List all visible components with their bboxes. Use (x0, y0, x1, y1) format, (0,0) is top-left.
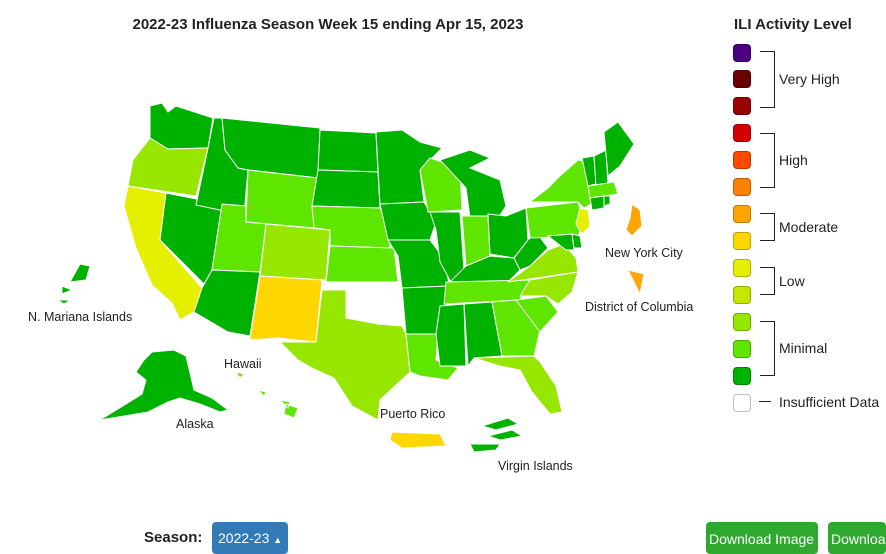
legend-swatch-level-6 (733, 232, 751, 250)
label-virgin-islands: Virgin Islands (498, 459, 573, 473)
legend-swatch-level-4 (733, 286, 751, 304)
legend-label-insufficient: Insufficient Data (779, 394, 880, 410)
season-value: 2022-23 (218, 530, 270, 546)
legend-swatch-level-1 (733, 367, 751, 385)
legend-swatch-level-7 (733, 205, 751, 223)
region-MS[interactable] (435, 303, 467, 367)
label-hawaii: Hawaii (224, 357, 262, 371)
legend-swatch-level-11 (733, 97, 751, 115)
legend-swatch-insufficient (733, 394, 751, 412)
region-NC[interactable] (519, 271, 579, 305)
label-alaska: Alaska (176, 417, 214, 431)
region-WV[interactable] (513, 231, 549, 271)
us-ili-map (56, 102, 645, 453)
region-AK[interactable] (99, 349, 230, 421)
label-new-york-city: New York City (605, 246, 683, 260)
region-DC[interactable] (627, 269, 645, 296)
region-PR[interactable] (389, 431, 447, 449)
label-puerto-rico: Puerto Rico (380, 407, 446, 421)
legend-swatch-level-10 (733, 124, 751, 142)
bracket-moderate (760, 213, 775, 241)
region-MD[interactable] (546, 233, 575, 251)
legend-label-high: High (779, 152, 808, 168)
season-label: Season: (144, 529, 203, 546)
legend-swatch-level-3 (733, 313, 751, 331)
legend-swatch-level-2 (733, 340, 751, 358)
region-KS[interactable] (325, 245, 399, 283)
bracket-very-high (760, 51, 775, 108)
legend-label-very-high: Very High (779, 71, 840, 87)
region-IA[interactable] (379, 201, 437, 241)
label-n-mariana: N. Mariana Islands (28, 310, 133, 324)
region-GA[interactable] (491, 299, 541, 357)
region-NYC[interactable] (625, 203, 643, 237)
legend-title: ILI Activity Level (734, 16, 852, 33)
region-WA[interactable] (149, 102, 214, 150)
download-data-button[interactable]: Download Data (828, 522, 886, 554)
legend-swatch-level-12 (733, 70, 751, 88)
map-title: 2022-23 Influenza Season Week 15 ending … (132, 16, 524, 33)
region-NM[interactable] (249, 275, 323, 343)
region-CT[interactable] (589, 195, 605, 211)
legend-label-low: Low (779, 273, 805, 289)
region-OR[interactable] (127, 137, 209, 197)
region-TX[interactable] (278, 289, 411, 421)
region-ND[interactable] (317, 129, 379, 173)
region-SC[interactable] (515, 295, 559, 333)
region-MA[interactable] (587, 181, 619, 199)
region-AL[interactable] (463, 301, 503, 368)
region-MI[interactable] (439, 149, 507, 219)
bracket-high (760, 133, 775, 188)
season-select[interactable]: 2022-23 ▲ (212, 522, 288, 554)
region-WY[interactable] (245, 169, 319, 229)
region-PA[interactable] (525, 201, 585, 239)
region-VI[interactable] (469, 417, 524, 453)
region-NJ[interactable] (575, 207, 591, 235)
region-ME[interactable] (603, 121, 635, 177)
caret-up-icon: ▲ (273, 535, 283, 545)
legend-label-minimal: Minimal (779, 340, 828, 356)
legend-label-moderate: Moderate (779, 219, 839, 235)
label-district-of-columbia: District of Columbia (585, 300, 694, 314)
legend-swatch-level-5 (733, 259, 751, 277)
legend-insufficient-line (759, 401, 771, 402)
legend-swatch-level-8 (733, 178, 751, 196)
activity-legend: ILI Activity Level Very High High Modera… (726, 16, 886, 416)
region-CO[interactable] (259, 223, 331, 281)
region-FL[interactable] (473, 355, 563, 415)
region-SD[interactable] (311, 169, 381, 209)
region-MP[interactable] (56, 263, 91, 305)
legend-swatch-level-13 (733, 44, 751, 62)
bracket-low (760, 267, 775, 295)
region-RI[interactable] (603, 195, 611, 207)
bracket-minimal (760, 321, 775, 376)
legend-swatch-level-9 (733, 151, 751, 169)
download-image-button[interactable]: Download Image (706, 522, 818, 554)
region-HI[interactable] (234, 371, 299, 419)
